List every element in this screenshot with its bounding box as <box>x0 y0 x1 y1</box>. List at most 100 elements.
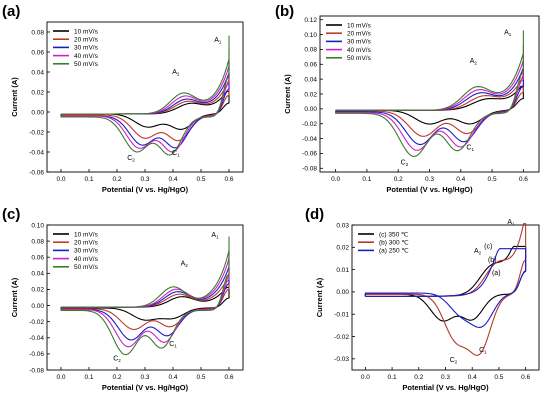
legend-entry: 40 mV/s <box>74 53 99 60</box>
y-tick-label: -0.04 <box>29 335 44 342</box>
y-tick-label: -0.02 <box>29 319 44 326</box>
peak-annotation: C2 <box>127 155 135 163</box>
y-tick-label: 0.06 <box>304 62 317 69</box>
y-tick-label: 0.10 <box>304 32 317 39</box>
peak-annotation: C1 <box>466 145 474 153</box>
x-tick-label: 0.5 <box>196 176 205 183</box>
x-tick-label: 0.1 <box>362 176 371 183</box>
series-line-3 <box>335 60 524 146</box>
legend-entry: 40 mV/s <box>347 47 372 54</box>
series-line-1 <box>61 91 230 130</box>
x-tick-label: 0.4 <box>168 374 177 381</box>
x-axis-label: Potential (V vs. Hg/HgO) <box>102 185 189 194</box>
panel-letter: (a) <box>2 3 20 20</box>
legend-entry: 50 mV/s <box>74 61 99 68</box>
peak-annotation: C1 <box>169 341 177 349</box>
chart-panel-2: (b) 0.0 0.1 0.2 0.3 0.4 0.5 0.6 -0.08 -0.06 -0.04 -… <box>275 3 540 194</box>
panel-letter: (b) <box>275 3 294 20</box>
y-tick-label: 0.08 <box>31 238 44 245</box>
legend-entry: 50 mV/s <box>74 264 99 271</box>
series-line-5 <box>60 35 230 156</box>
legend-entry: (c) 350 ℃ <box>379 231 409 238</box>
y-tick-label: -0.06 <box>29 351 44 358</box>
y-tick-label: 0.00 <box>31 303 44 310</box>
y-tick-label: 0.01 <box>336 267 349 274</box>
y-tick-label: -0.04 <box>302 136 317 143</box>
legend-entry: 10 mV/s <box>347 22 372 29</box>
legend-entry: (a) 250 ℃ <box>379 248 409 255</box>
y-tick-label: 0.04 <box>31 271 44 278</box>
y-tick-label: -0.02 <box>334 334 349 341</box>
series-line-2 <box>335 72 524 137</box>
peak-annotation: (b) <box>488 257 497 264</box>
y-tick-label: 0.02 <box>304 91 317 98</box>
y-tick-label: -0.01 <box>334 312 349 319</box>
legend-entry: 30 mV/s <box>74 45 99 52</box>
x-tick-label: 0.0 <box>361 374 370 381</box>
series-line-2 <box>60 74 230 142</box>
x-tick-label: 0.3 <box>140 176 149 183</box>
x-tick-label: 0.6 <box>519 176 528 183</box>
y-tick-label: 0.06 <box>31 49 44 56</box>
legend-entry: 10 mV/s <box>74 28 99 35</box>
x-tick-label: 0.6 <box>224 374 233 381</box>
x-tick-label: 0.6 <box>521 374 530 381</box>
legend-entry: 30 mV/s <box>74 248 99 255</box>
y-tick-label: 0.04 <box>31 69 44 76</box>
x-axis-label: Potential (V vs. Hg/HgO) <box>102 383 189 392</box>
y-tick-label: 0.00 <box>336 289 349 296</box>
x-axis-label: Potential (V vs. Hg/HgO) <box>402 383 489 392</box>
peak-annotation: C2 <box>113 355 121 363</box>
y-tick-label: 0.08 <box>31 29 44 36</box>
y-axis-label: Current (A) <box>315 277 324 317</box>
legend-entry: 30 mV/s <box>347 39 372 46</box>
series-line-1 <box>60 286 230 321</box>
y-tick-label: -0.02 <box>29 129 44 136</box>
panel-letter: (c) <box>2 206 20 223</box>
x-tick-label: 0.5 <box>488 176 497 183</box>
x-tick-label: 0.1 <box>84 374 93 381</box>
panel-letter: (d) <box>305 206 324 223</box>
x-tick-label: 0.5 <box>494 374 503 381</box>
peak-annotation: A1 <box>211 232 219 240</box>
peak-annotation: C2 <box>450 357 458 365</box>
y-tick-label: -0.03 <box>334 356 349 363</box>
series-line-5 <box>60 236 230 356</box>
legend-entry: 20 mV/s <box>74 240 99 247</box>
x-tick-label: 0.1 <box>84 176 93 183</box>
x-tick-label: 0.4 <box>168 176 177 183</box>
x-tick-label: 0.3 <box>441 374 450 381</box>
legend-entry: 20 mV/s <box>74 37 99 44</box>
legend-entry: (b) 300 ℃ <box>379 240 409 247</box>
peak-annotation: C2 <box>401 160 409 168</box>
y-tick-label: -0.02 <box>302 121 317 128</box>
y-axis-label: Current (A) <box>283 74 292 114</box>
x-tick-label: 0.3 <box>425 176 434 183</box>
y-axis-label: Current (A) <box>10 77 19 117</box>
y-tick-label: 0.12 <box>304 17 317 24</box>
y-tick-label: -0.06 <box>29 169 44 176</box>
y-axis-label: Current (A) <box>10 277 19 317</box>
y-tick-label: 0.06 <box>31 255 44 262</box>
y-tick-label: 0.10 <box>31 222 44 229</box>
peak-annotation: A2 <box>172 69 180 77</box>
y-tick-label: 0.08 <box>304 47 317 54</box>
chart-panel-1: (a) 0.0 0.1 0.2 0.3 0.4 0.5 0.6 -0.06 -0.04 -0.02 0… <box>2 3 244 194</box>
x-tick-label: 0.3 <box>140 374 149 381</box>
peak-annotation: A2 <box>181 260 189 268</box>
series-line-5 <box>335 30 524 157</box>
x-tick-label: 0.1 <box>388 374 397 381</box>
peak-annotation: (c) <box>484 243 492 250</box>
series-line-1 <box>364 245 527 322</box>
x-tick-label: 0.4 <box>468 374 477 381</box>
y-tick-label: -0.08 <box>302 166 317 173</box>
x-tick-label: 0.6 <box>224 176 233 183</box>
x-tick-label: 0.2 <box>112 374 121 381</box>
y-tick-label: 0.04 <box>304 76 317 83</box>
y-tick-label: -0.04 <box>29 149 44 156</box>
x-tick-label: 0.0 <box>331 176 340 183</box>
legend-entry: 10 mV/s <box>74 231 99 238</box>
x-tick-label: 0.0 <box>56 176 65 183</box>
y-tick-label: 0.02 <box>336 245 349 252</box>
